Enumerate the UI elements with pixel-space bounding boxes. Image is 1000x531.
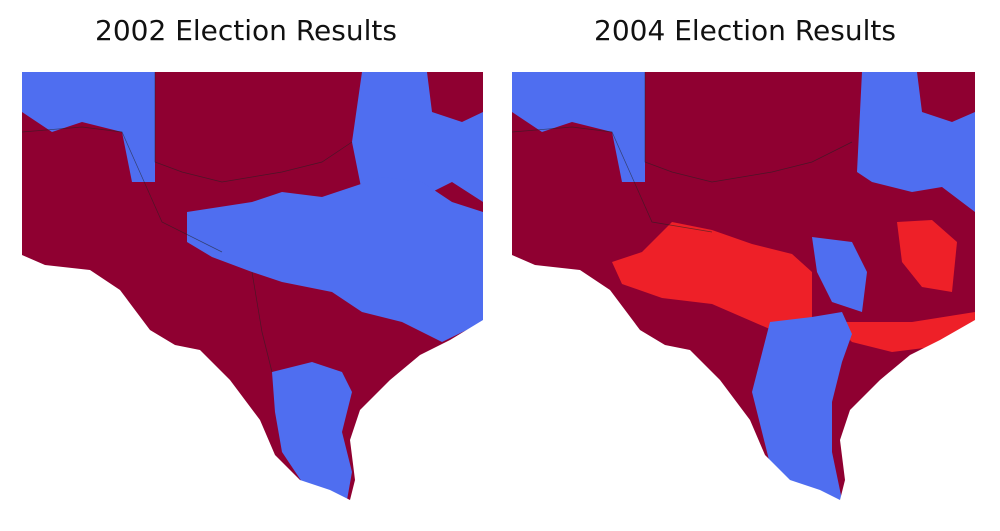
district-border [644, 72, 853, 183]
district-region [812, 237, 867, 312]
district-border [251, 271, 273, 373]
district-region [272, 362, 352, 500]
district-region [897, 220, 957, 292]
district-region [352, 72, 483, 202]
district-region [22, 72, 155, 182]
district-border [154, 72, 353, 183]
map-2004 [511, 72, 975, 500]
map-2002 [21, 72, 483, 500]
district-border [21, 126, 223, 253]
outside-area [512, 255, 975, 500]
district-region [187, 177, 483, 342]
map-title: 2004 Election Results [594, 14, 896, 47]
map-title: 2002 Election Results [95, 14, 397, 47]
district-region [512, 72, 645, 182]
outside-area [22, 255, 483, 500]
district-region [612, 222, 812, 334]
district-region [752, 312, 852, 500]
district-border [511, 126, 713, 233]
district-region [857, 72, 975, 212]
